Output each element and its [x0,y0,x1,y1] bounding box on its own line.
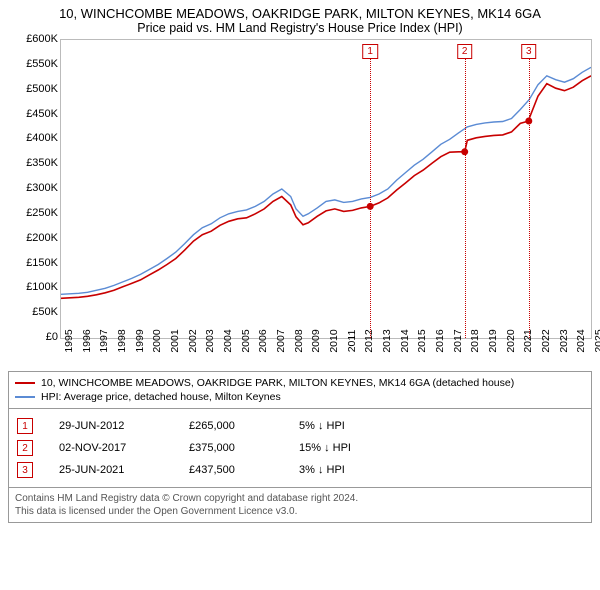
x-axis-label: 2019 [487,329,499,352]
x-axis-label: 1998 [116,329,128,352]
x-axis-label: 2011 [346,330,358,353]
marker-line [465,58,466,338]
x-axis-label: 2004 [222,329,234,352]
plot-area: 1 2 3 [60,39,592,339]
x-axis-label: 2002 [187,329,199,352]
x-axis-label: 2017 [452,329,464,352]
chart-subtitle: Price paid vs. HM Land Registry's House … [8,21,592,35]
x-axis: 1995199619971998199920002001200220032004… [60,339,592,369]
transaction-marker: 2 [17,440,33,456]
x-axis-label: 2007 [275,329,287,352]
transaction-diff: 5% ↓ HPI [299,420,585,432]
marker-label: 1 [362,44,378,59]
legend-item: HPI: Average price, detached house, Milt… [15,390,585,404]
legend: 10, WINCHCOMBE MEADOWS, OAKRIDGE PARK, M… [8,371,592,409]
x-axis-label: 2008 [293,329,305,352]
x-axis-label: 2010 [328,329,340,352]
y-axis-label: £200K [26,232,58,244]
y-axis-label: £450K [26,108,58,120]
x-axis-label: 1995 [63,329,75,352]
x-axis-label: 1999 [134,329,146,352]
y-axis-label: £50K [32,306,58,318]
x-axis-label: 2025 [593,329,600,352]
y-axis: £0£50K£100K£150K£200K£250K£300K£350K£400… [8,39,60,339]
marker-label: 3 [521,44,537,59]
marker-label: 2 [457,44,473,59]
transaction-diff: 3% ↓ HPI [299,464,585,476]
transaction-date: 29-JUN-2012 [59,420,189,432]
legend-swatch [15,396,35,398]
x-axis-label: 2003 [204,329,216,352]
footer-line: This data is licensed under the Open Gov… [15,505,585,518]
legend-label: HPI: Average price, detached house, Milt… [41,391,281,403]
transactions-table: 1 29-JUN-2012£265,0005% ↓ HPI 2 02-NOV-2017… [8,409,592,488]
legend-item: 10, WINCHCOMBE MEADOWS, OAKRIDGE PARK, M… [15,376,585,390]
legend-label: 10, WINCHCOMBE MEADOWS, OAKRIDGE PARK, M… [41,377,514,389]
x-axis-label: 2023 [558,329,570,352]
transaction-date: 02-NOV-2017 [59,442,189,454]
marker-line [529,58,530,338]
transaction-date: 25-JUN-2021 [59,464,189,476]
transaction-price: £437,500 [189,464,299,476]
transaction-row: 2 02-NOV-2017£375,00015% ↓ HPI [15,437,585,459]
x-axis-label: 2024 [575,329,587,352]
chart-area: £0 £50K £100K £150K £200K £250K £300K £350K £400… [8,39,592,369]
x-axis-label: 2006 [257,329,269,352]
y-axis-label: £250K [26,207,58,219]
footer-line: Contains HM Land Registry data © Crown c… [15,492,585,505]
x-axis-label: 2000 [151,329,163,352]
transaction-row: 3 25-JUN-2021£437,5003% ↓ HPI [15,459,585,481]
transaction-price: £375,000 [189,442,299,454]
y-axis-label: £350K [26,157,58,169]
marker-line [370,58,371,338]
y-axis-label: £0 [46,331,58,343]
x-axis-label: 2014 [399,329,411,352]
x-axis-label: 2005 [240,329,252,352]
transaction-marker: 1 [17,418,33,434]
transaction-diff: 15% ↓ HPI [299,442,585,454]
x-axis-label: 2020 [505,329,517,352]
legend-swatch [15,382,35,384]
transaction-marker: 3 [17,462,33,478]
x-axis-label: 2016 [434,329,446,352]
x-axis-label: 2001 [169,329,181,352]
x-axis-label: 1996 [81,329,93,352]
y-axis-label: £100K [26,281,58,293]
y-axis-label: £300K [26,182,58,194]
y-axis-label: £150K [26,257,58,269]
x-axis-label: 2022 [540,329,552,352]
x-axis-label: 2018 [469,329,481,352]
y-axis-label: £500K [26,83,58,95]
x-axis-label: 2009 [310,329,322,352]
y-axis-label: £550K [26,58,58,70]
y-axis-label: £600K [26,33,58,45]
x-axis-label: 2015 [416,329,428,352]
transaction-row: 1 29-JUN-2012£265,0005% ↓ HPI [15,415,585,437]
x-axis-label: 2013 [381,329,393,352]
y-axis-label: £400K [26,132,58,144]
chart-title: 10, WINCHCOMBE MEADOWS, OAKRIDGE PARK, M… [8,6,592,21]
x-axis-label: 1997 [98,329,110,352]
transaction-price: £265,000 [189,420,299,432]
footer-attribution: Contains HM Land Registry data © Crown c… [8,488,592,523]
